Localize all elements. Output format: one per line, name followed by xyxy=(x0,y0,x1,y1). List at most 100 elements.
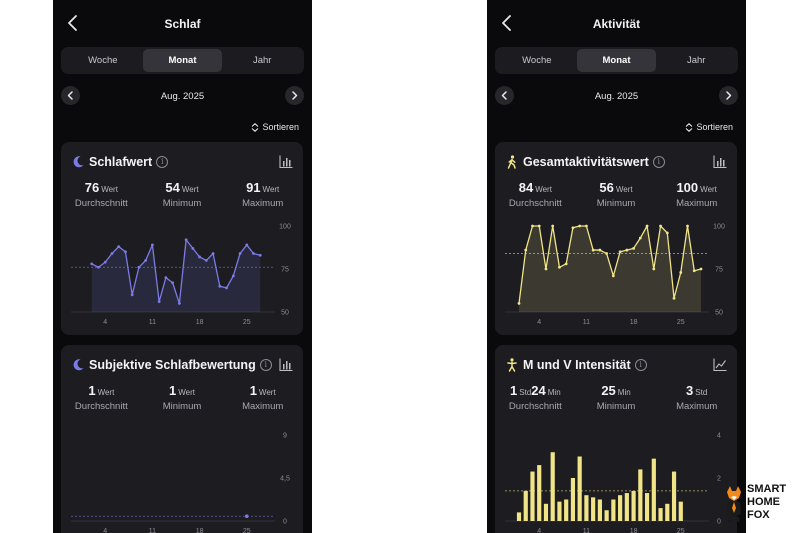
data-point xyxy=(645,224,649,228)
bar-chart-icon[interactable] xyxy=(279,358,293,371)
sort-button[interactable]: Sortieren xyxy=(685,122,733,132)
data-point xyxy=(225,286,228,290)
tab-week[interactable]: Woche xyxy=(522,55,552,66)
bar xyxy=(516,512,522,521)
bar xyxy=(597,499,602,521)
stat-unit-minutes: Min xyxy=(547,388,561,397)
chart-svg: 100 75 50 4 11 18 25 xyxy=(505,224,725,326)
stats-row: 1 Wert Durchschnitt 1 Wert Minimum 1 Wert M… xyxy=(61,383,303,412)
y-tick-label: 9 xyxy=(283,433,287,440)
stat-unit: Wert xyxy=(101,185,118,194)
stat-value: 100 xyxy=(676,180,699,195)
info-icon[interactable]: i xyxy=(634,359,647,371)
header: Schlaf xyxy=(53,0,312,46)
stat-unit: Wert xyxy=(258,388,276,397)
line-chart-icon[interactable] xyxy=(713,358,727,371)
x-tick-label: 4 xyxy=(103,319,107,326)
info-icon[interactable]: i xyxy=(652,156,665,168)
data-point xyxy=(625,248,629,252)
x-tick-label: 18 xyxy=(630,528,638,533)
stat-unit: Wert xyxy=(535,185,552,194)
stat-average: 1 Std24 Min Durchschnitt xyxy=(495,383,576,412)
bar xyxy=(671,471,677,521)
next-month-button[interactable] xyxy=(285,86,304,105)
data-point xyxy=(231,274,235,278)
bar xyxy=(523,490,528,521)
stat-unit: Min xyxy=(617,388,631,397)
tab-month[interactable]: Monat xyxy=(576,49,657,72)
tab-year[interactable]: Jahr xyxy=(252,55,272,66)
previous-month-button[interactable] xyxy=(61,86,80,105)
mv-intensity-card[interactable]: M und V Intensität i 1 Std24 Min Durchschn… xyxy=(495,345,737,533)
y-tick-label: 4 xyxy=(717,433,721,440)
bar xyxy=(543,503,549,521)
moon-icon xyxy=(71,155,85,169)
bar xyxy=(577,456,582,521)
tab-week[interactable]: Woche xyxy=(88,55,118,66)
sort-button[interactable]: Sortieren xyxy=(251,122,299,132)
mv-intensity-bar-chart: 4 2 0 4 11 18 25 xyxy=(495,423,737,533)
data-point xyxy=(171,281,175,285)
data-point xyxy=(564,262,568,266)
current-period-label: Aug. 2025 xyxy=(160,91,205,102)
stat-minimum: 56 Wert Minimum xyxy=(576,180,657,209)
next-month-button[interactable] xyxy=(719,86,738,105)
data-point xyxy=(618,250,622,254)
page-title: Aktivität xyxy=(592,17,641,31)
stat-unit: Wert xyxy=(262,185,280,194)
bar xyxy=(618,495,623,521)
data-point xyxy=(244,514,249,519)
data-point xyxy=(164,276,168,279)
bar xyxy=(651,458,656,521)
subjective-sleep-card[interactable]: Subjektive Schlafbewertung i 1 Wert Durch… xyxy=(61,345,303,533)
data-point xyxy=(672,296,676,300)
bar xyxy=(678,501,683,521)
total-activity-card[interactable]: Gesamtaktivitätswert i 84 Wert Durchschni… xyxy=(495,142,737,335)
sort-label: Sortieren xyxy=(262,122,299,132)
data-point xyxy=(652,267,656,271)
page-title: Schlaf xyxy=(164,17,201,31)
bar-chart-icon[interactable] xyxy=(279,155,293,168)
tab-year[interactable]: Jahr xyxy=(686,55,706,66)
stat-unit: Std xyxy=(695,388,708,397)
data-point xyxy=(558,265,561,269)
data-point xyxy=(151,243,154,247)
previous-month-button[interactable] xyxy=(495,86,514,105)
data-point xyxy=(211,252,215,255)
stat-label: Durchschnitt xyxy=(74,198,128,209)
info-icon[interactable]: i xyxy=(259,359,272,371)
period-segmented-control: Woche Monat Jahr xyxy=(495,47,738,74)
stat-unit: Wert xyxy=(700,185,717,194)
bar xyxy=(658,508,663,521)
data-point xyxy=(144,259,148,262)
bar-chart-icon[interactable] xyxy=(713,155,727,168)
bar xyxy=(537,465,542,521)
bar xyxy=(604,510,609,521)
data-point xyxy=(524,248,528,252)
data-point xyxy=(544,267,548,271)
x-tick-label: 11 xyxy=(149,528,156,533)
sleep-score-card[interactable]: Schlafwert i 76 Wert Durchschnitt 54 Wert … xyxy=(61,142,303,335)
period-segmented-control: Woche Monat Jahr xyxy=(61,47,304,74)
x-tick-label: 25 xyxy=(677,528,685,533)
stat-label: Minimum xyxy=(162,198,202,209)
info-icon[interactable]: i xyxy=(156,156,169,168)
data-point xyxy=(611,274,615,278)
tab-month[interactable]: Monat xyxy=(142,49,223,72)
card-title: Subjektive Schlafbewertung xyxy=(89,358,256,372)
running-person-icon xyxy=(505,358,519,372)
y-tick-label: 75 xyxy=(281,267,289,274)
stat-label: Durchschnitt xyxy=(508,198,562,209)
stat-value: 3 xyxy=(686,383,694,398)
bar xyxy=(557,501,562,521)
sort-arrows-icon xyxy=(252,122,259,132)
back-arrow-icon[interactable] xyxy=(499,13,515,33)
stat-label: Maximum xyxy=(676,401,718,412)
subjective-sleep-chart: 9 4,5 0 4 11 18 25 xyxy=(61,423,303,533)
stat-minimum: 1 Wert Minimum xyxy=(142,383,223,412)
x-tick-label: 25 xyxy=(243,528,251,533)
current-period-label: Aug. 2025 xyxy=(594,91,639,102)
stat-value: 56 xyxy=(599,180,614,195)
back-arrow-icon[interactable] xyxy=(65,13,81,33)
data-point xyxy=(258,253,262,257)
